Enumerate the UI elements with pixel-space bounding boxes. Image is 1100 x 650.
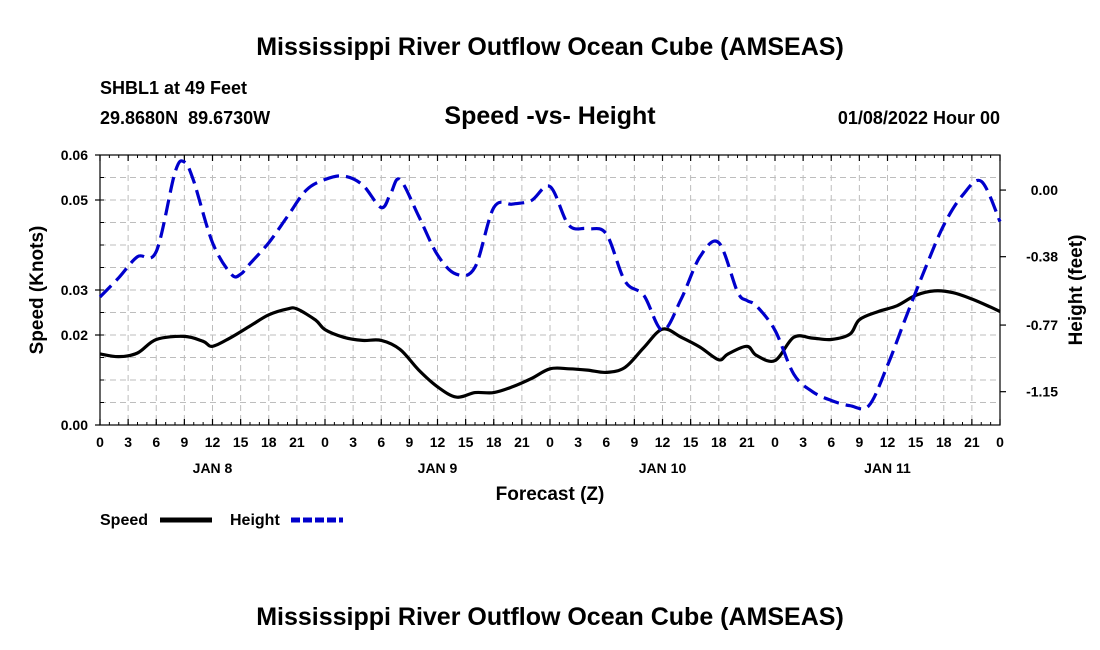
x-tick-label: 21 (514, 434, 530, 450)
datetime-label: 01/08/2022 Hour 00 (838, 108, 1000, 128)
left-y-tick-label: 0.00 (61, 417, 88, 433)
x-tick-label: 3 (349, 434, 357, 450)
x-tick-label: 12 (880, 434, 896, 450)
left-y-tick-label: 0.05 (61, 192, 88, 208)
right-y-tick-label: 0.00 (1031, 182, 1058, 198)
left-y-tick-label: 0.02 (61, 327, 88, 343)
x-tick-label: 0 (96, 434, 104, 450)
x-tick-label: 12 (205, 434, 221, 450)
left-y-axis: 0.00 0.02 0.03 0.05 0.06 (61, 147, 104, 433)
x-tick-label: 0 (771, 434, 779, 450)
x-tick-label: 18 (261, 434, 277, 450)
x-tick-label: 9 (630, 434, 638, 450)
x-axis-label: Forecast (Z) (496, 484, 605, 505)
x-tick-label: 3 (799, 434, 807, 450)
right-y-tick-label: -1.15 (1026, 384, 1058, 400)
day-label: JAN 10 (639, 460, 687, 476)
legend-height-label: Height (230, 512, 280, 529)
x-tick-label: 21 (289, 434, 305, 450)
x-tick-label: 21 (739, 434, 755, 450)
right-y-axis: 0.00 -0.38 -0.77 -1.15 (1000, 182, 1058, 400)
x-axis: 0 3 6 9 12 15 18 21 0 3 6 9 12 15 18 21 0 3 6 9 12 15 18 21 0 3 6 9… (96, 155, 1004, 476)
x-tick-label: 6 (152, 434, 160, 450)
x-tick-label: 3 (124, 434, 132, 450)
x-tick-label: 18 (486, 434, 502, 450)
x-tick-label: 9 (855, 434, 863, 450)
right-y-tick-label: -0.77 (1026, 317, 1058, 333)
left-y-tick-label: 0.03 (61, 282, 88, 298)
day-label: JAN 11 (864, 460, 911, 476)
x-tick-label: 21 (964, 434, 980, 450)
chart-title: Mississippi River Outflow Ocean Cube (AM… (256, 33, 844, 61)
x-tick-label: 6 (602, 434, 610, 450)
legend: Speed Height (100, 512, 343, 529)
x-tick-label: 15 (908, 434, 924, 450)
height-series-line (98, 159, 1002, 411)
location-label: 29.8680N 89.6730W (100, 108, 270, 128)
day-label: JAN 8 (193, 460, 233, 476)
x-tick-label: 0 (546, 434, 554, 450)
right-y-axis-label: Height (feet) (1066, 235, 1087, 346)
right-y-tick-label: -0.38 (1026, 249, 1058, 265)
x-tick-label: 15 (458, 434, 474, 450)
speed-series-line (99, 289, 1001, 399)
footer-title: Mississippi River Outflow Ocean Cube (AM… (256, 603, 844, 631)
legend-speed-label: Speed (100, 512, 148, 529)
x-tick-label: 15 (233, 434, 249, 450)
grid (100, 155, 1000, 425)
left-y-axis-label: Speed (Knots) (27, 226, 48, 355)
x-tick-label: 15 (683, 434, 699, 450)
series-lines (98, 159, 1002, 411)
x-tick-label: 9 (405, 434, 413, 450)
x-tick-label: 0 (996, 434, 1004, 450)
x-tick-label: 18 (711, 434, 727, 450)
day-label: JAN 9 (418, 460, 458, 476)
x-tick-label: 3 (574, 434, 582, 450)
x-tick-label: 12 (430, 434, 446, 450)
x-tick-label: 9 (180, 434, 188, 450)
left-y-tick-label: 0.06 (61, 147, 88, 163)
x-tick-label: 6 (827, 434, 835, 450)
x-tick-label: 0 (321, 434, 329, 450)
station-label: SHBL1 at 49 Feet (100, 78, 247, 98)
x-tick-label: 6 (377, 434, 385, 450)
x-tick-label: 12 (655, 434, 671, 450)
chart-subtitle: Speed -vs- Height (444, 102, 656, 130)
x-tick-label: 18 (936, 434, 952, 450)
